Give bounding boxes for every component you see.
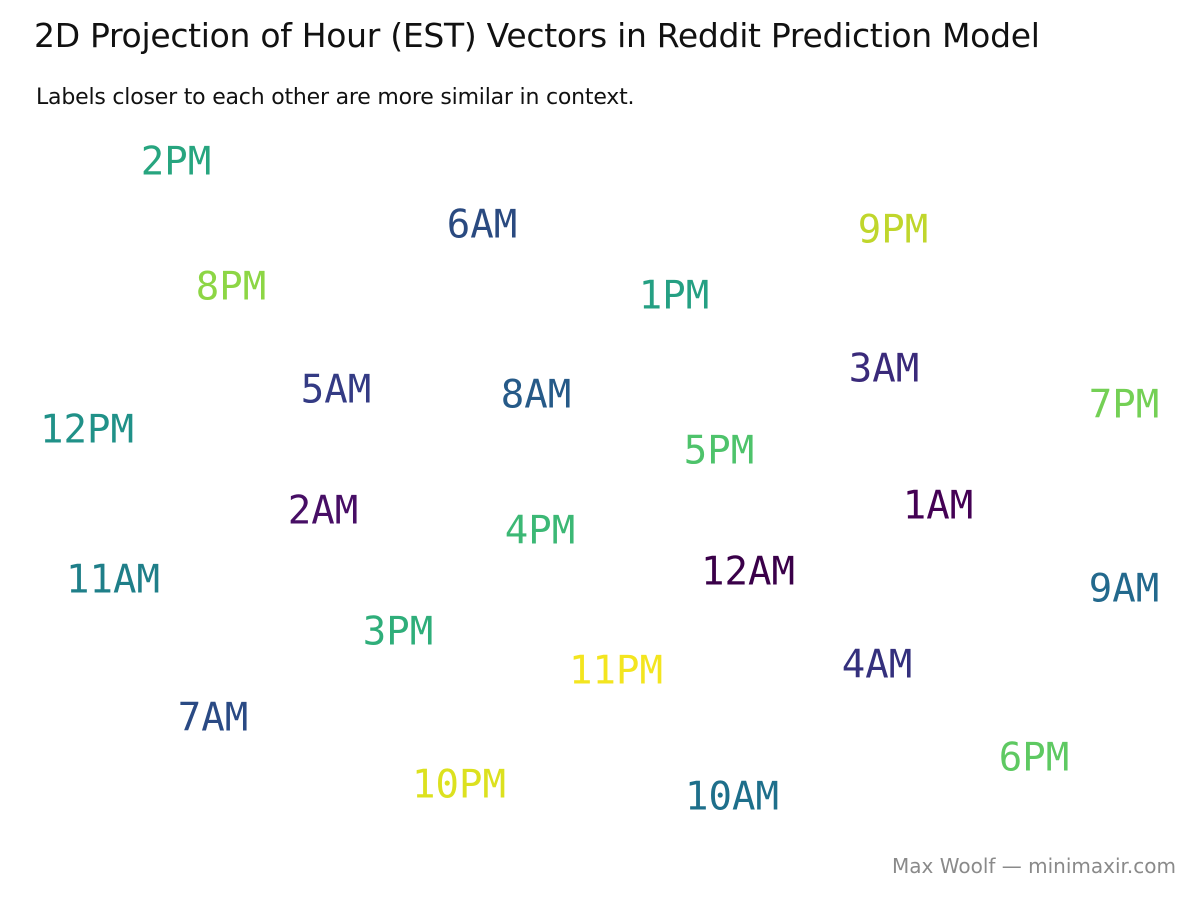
point-label-10pm: 10PM — [412, 763, 506, 808]
point-label-8pm: 8PM — [196, 265, 266, 310]
point-label-10am: 10AM — [685, 775, 779, 820]
point-label-12am: 12AM — [701, 550, 795, 595]
point-label-11pm: 11PM — [569, 649, 663, 694]
point-label-5pm: 5PM — [684, 429, 754, 474]
chart-caption: Max Woolf — minimaxir.com — [892, 854, 1176, 878]
point-label-3am: 3AM — [849, 347, 919, 392]
chart-subtitle: Labels closer to each other are more sim… — [36, 85, 635, 110]
point-label-7pm: 7PM — [1089, 383, 1159, 428]
point-label-3pm: 3PM — [363, 610, 433, 655]
point-label-2am: 2AM — [288, 489, 358, 534]
point-label-12pm: 12PM — [40, 408, 134, 453]
point-label-9am: 9AM — [1089, 567, 1159, 612]
point-label-2pm: 2PM — [141, 140, 211, 185]
point-label-9pm: 9PM — [858, 208, 928, 253]
point-label-6am: 6AM — [447, 203, 517, 248]
point-label-7am: 7AM — [178, 696, 248, 741]
point-label-4pm: 4PM — [505, 509, 575, 554]
point-label-1pm: 1PM — [639, 274, 709, 319]
point-label-8am: 8AM — [501, 373, 571, 418]
point-label-11am: 11AM — [66, 558, 160, 603]
point-label-5am: 5AM — [301, 368, 371, 413]
point-label-6pm: 6PM — [999, 736, 1069, 781]
point-label-1am: 1AM — [903, 484, 973, 529]
point-label-4am: 4AM — [842, 643, 912, 688]
chart-title: 2D Projection of Hour (EST) Vectors in R… — [34, 16, 1040, 55]
